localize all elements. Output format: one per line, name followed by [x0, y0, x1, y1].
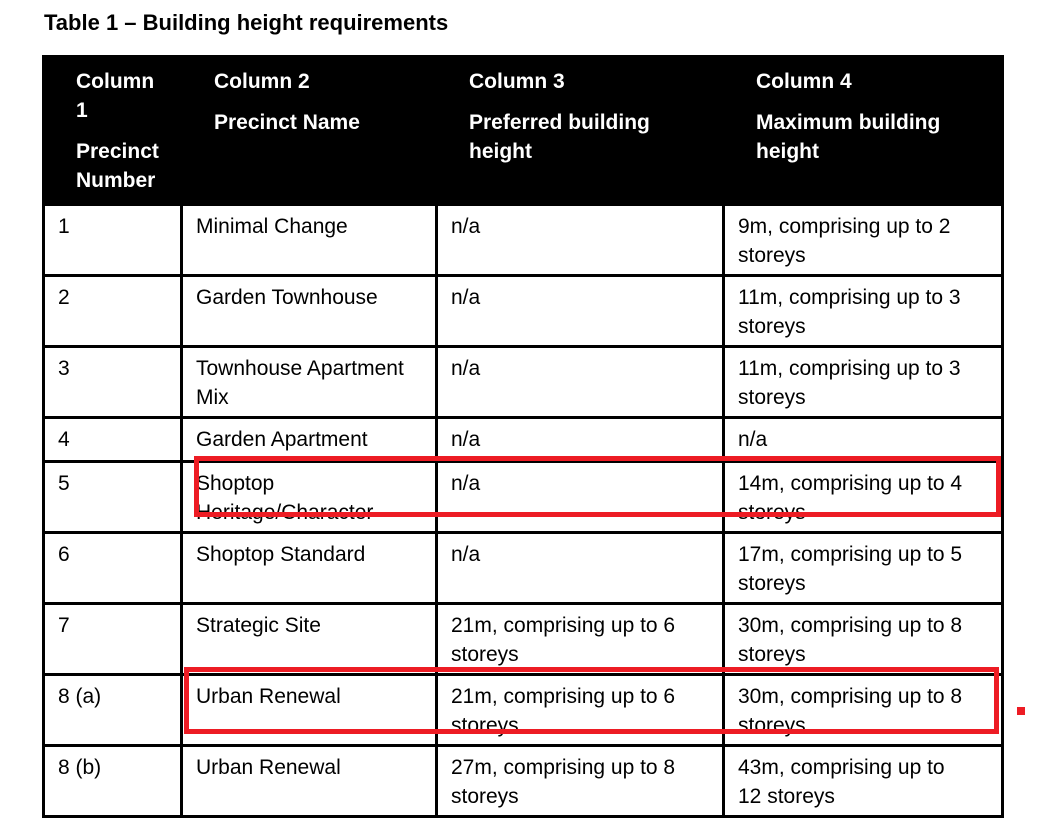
cell-maximum-height: 11m, comprising up to 3 storeys: [722, 274, 1004, 348]
column-4-sublabel: Maximum building height: [756, 111, 941, 163]
cell-precinct-name: Minimal Change: [180, 203, 438, 277]
building-height-table: Column 1 Precinct Number Column 2 Precin…: [42, 55, 1004, 818]
cell-precinct-number: 7: [42, 602, 183, 676]
cell-precinct-name: Shoptop Standard: [180, 531, 438, 605]
cell-maximum-height: 30m, comprising up to 8 storeys: [722, 673, 1004, 747]
table-row-8a: 8 (a) Urban Renewal 21m, comprising up t…: [42, 673, 1004, 747]
cell-precinct-name: Garden Apartment: [180, 416, 438, 463]
column-3-sublabel: Preferred building height: [469, 111, 650, 163]
table-row-8b: 8 (b) Urban Renewal 27m, comprising up t…: [42, 744, 1004, 818]
cell-maximum-height: 17m, comprising up to 5 storeys: [722, 531, 1004, 605]
table-row-7: 7 Strategic Site 21m, comprising up to 6…: [42, 602, 1004, 676]
header-cell-column-1: Column 1 Precinct Number: [42, 55, 183, 206]
cell-precinct-number: 1: [42, 203, 183, 277]
table-row-3: 3 Townhouse Apartment Mix n/a 11m, compr…: [42, 345, 1004, 419]
table-row-6: 6 Shoptop Standard n/a 17m, comprising u…: [42, 531, 1004, 605]
cell-preferred-height: n/a: [435, 203, 725, 277]
header-cell-column-2: Column 2 Precinct Name: [180, 55, 438, 206]
cell-precinct-number: 4: [42, 416, 183, 463]
table-row-1: 1 Minimal Change n/a 9m, comprising up t…: [42, 203, 1004, 277]
header-cell-column-4: Column 4 Maximum building height: [722, 55, 1004, 206]
cell-precinct-name: Townhouse Apartment Mix: [180, 345, 438, 419]
cell-preferred-height: 27m, comprising up to 8 storeys: [435, 744, 725, 818]
cell-preferred-height: n/a: [435, 345, 725, 419]
cell-precinct-name: Urban Renewal: [180, 744, 438, 818]
column-2-label: Column 2: [214, 70, 310, 93]
table-row-2: 2 Garden Townhouse n/a 11m, comprising u…: [42, 274, 1004, 348]
cell-precinct-number: 8 (a): [42, 673, 183, 747]
cell-preferred-height: n/a: [435, 416, 725, 463]
cell-precinct-number: 3: [42, 345, 183, 419]
cell-maximum-height: 30m, comprising up to 8 storeys: [722, 602, 1004, 676]
red-marker-dot: [1017, 707, 1025, 715]
cell-precinct-name: Urban Renewal: [180, 673, 438, 747]
cell-preferred-height: n/a: [435, 274, 725, 348]
cell-maximum-height: 9m, comprising up to 2 storeys: [722, 203, 1004, 277]
cell-maximum-height: 14m, comprising up to 4 storeys: [722, 460, 1004, 534]
column-1-label: Column 1: [76, 70, 155, 122]
header-row: Column 1 Precinct Number Column 2 Precin…: [42, 55, 1004, 206]
cell-maximum-height: 11m, comprising up to 3 storeys: [722, 345, 1004, 419]
cell-precinct-number: 8 (b): [42, 744, 183, 818]
cell-precinct-name: Strategic Site: [180, 602, 438, 676]
cell-precinct-number: 6: [42, 531, 183, 605]
column-4-label: Column 4: [756, 70, 852, 93]
column-3-label: Column 3: [469, 70, 565, 93]
cell-preferred-height: n/a: [435, 460, 725, 534]
column-1-sublabel: Precinct Number: [76, 140, 159, 192]
table-row-4: 4 Garden Apartment n/a n/a: [42, 416, 1004, 463]
cell-maximum-height: n/a: [722, 416, 1004, 463]
cell-precinct-number: 5: [42, 460, 183, 534]
column-2-sublabel: Precinct Name: [214, 111, 360, 134]
cell-preferred-height: n/a: [435, 531, 725, 605]
table-title: Table 1 – Building height requirements: [44, 10, 449, 35]
cell-preferred-height: 21m, comprising up to 6 storeys: [435, 673, 725, 747]
table-row-5: 5 Shoptop Heritage/Character n/a 14m, co…: [42, 460, 1004, 534]
cell-precinct-name: Shoptop Heritage/Character: [180, 460, 438, 534]
header-cell-column-3: Column 3 Preferred building height: [435, 55, 725, 206]
table-header: Column 1 Precinct Number Column 2 Precin…: [42, 55, 1004, 206]
cell-preferred-height: 21m, comprising up to 6 storeys: [435, 602, 725, 676]
cell-maximum-height: 43m, comprising up to 12 storeys: [722, 744, 1004, 818]
cell-precinct-number: 2: [42, 274, 183, 348]
cell-precinct-name: Garden Townhouse: [180, 274, 438, 348]
